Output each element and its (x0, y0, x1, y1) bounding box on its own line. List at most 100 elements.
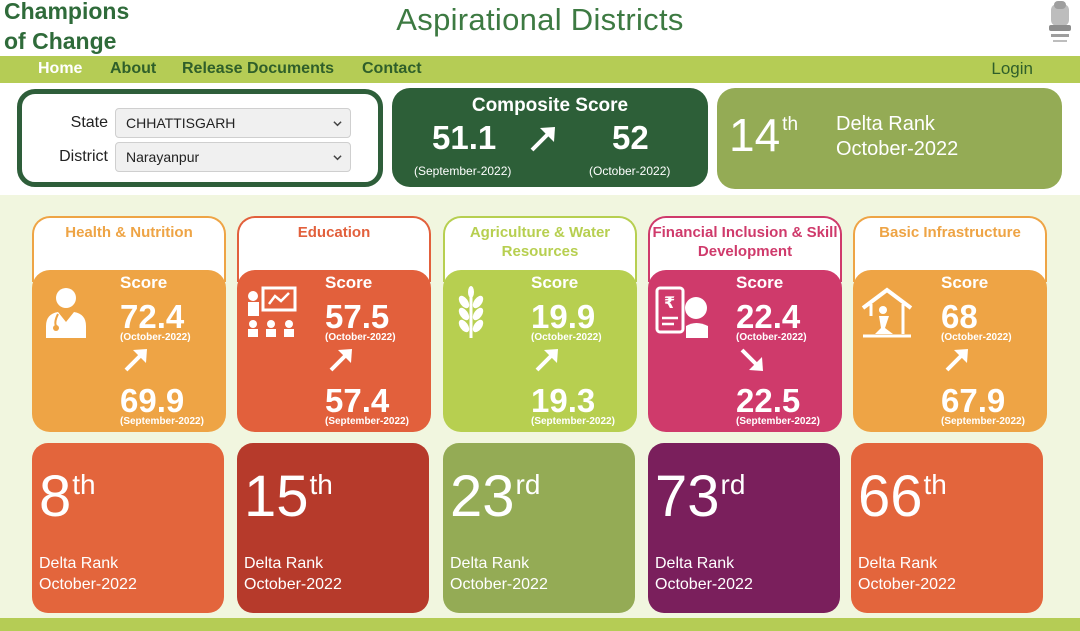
sector-score-body: Score 57.5 (October-2022) 57.4 (Septembe… (237, 270, 431, 432)
delta-rank-card-basic-infrastructure[interactable]: 66th Delta Rank October-2022 (851, 443, 1043, 613)
district-select[interactable]: Narayanpur (115, 142, 351, 172)
delta-rank-card-health-nutrition[interactable]: 8th Delta Rank October-2022 (32, 443, 224, 613)
rank-suffix: th (72, 469, 96, 500)
house-icon (861, 287, 913, 338)
classroom-icon (248, 286, 297, 337)
delta-rank-value: 23rd (450, 464, 541, 529)
october-period: (October-2022) (325, 332, 396, 343)
score-label: Score (531, 273, 579, 292)
nav-release-documents[interactable]: Release Documents (182, 60, 335, 77)
state-select-value: CHHATTISGARH (126, 115, 236, 131)
brand-logo-text[interactable]: Champions of Change (4, 0, 129, 56)
october-score: 19.9 (531, 298, 596, 335)
october-period: (October-2022) (941, 332, 1012, 343)
sector-card-financial-inclusion[interactable]: Financial Inclusion & Skill Development … (648, 216, 842, 432)
brand-line-1: Champions (4, 0, 130, 24)
september-score: 19.3 (531, 382, 596, 419)
october-score: 68 (941, 298, 978, 335)
delta-rank-period: October-2022 (244, 576, 342, 593)
brand-line-2: of Change (4, 28, 117, 54)
district-label: District (59, 148, 108, 165)
delta-rank-period: October-2022 (39, 576, 137, 593)
delta-rank-card-financial-inclusion[interactable]: 73rd Delta Rank October-2022 (648, 443, 840, 613)
chevron-down-icon (333, 155, 342, 161)
delta-rank-label: Delta Rank October-2022 (244, 555, 342, 593)
sector-card-basic-infrastructure[interactable]: Basic Infrastructure Score 68 (October-2… (853, 216, 1047, 432)
delta-rank-period: October-2022 (450, 576, 548, 593)
composite-score-title: Composite Score (471, 95, 629, 116)
october-score: 57.5 (325, 298, 390, 335)
september-score: 57.4 (325, 382, 390, 419)
composite-curr-period: (October-2022) (589, 164, 671, 178)
october-period: (October-2022) (736, 332, 807, 343)
sector-card-agriculture-water[interactable]: Agriculture & Water Resources Score 19.9… (443, 216, 637, 432)
delta-rank-label: Delta Rank October-2022 (450, 555, 548, 593)
september-period: (September-2022) (941, 416, 1025, 427)
delta-rank-value: 73rd (655, 464, 746, 529)
overall-delta-rank-period: October-2022 (836, 138, 959, 160)
score-label: Score (941, 273, 989, 292)
september-period: (September-2022) (120, 416, 204, 427)
trend-up-arrow-icon (530, 127, 555, 152)
delta-rank-label: Delta Rank October-2022 (39, 555, 137, 593)
composite-score-card: Composite Score 51.1 52 (September-2022)… (392, 88, 708, 187)
october-score: 72.4 (120, 298, 185, 335)
september-score: 69.9 (120, 382, 185, 419)
october-period: (October-2022) (120, 332, 191, 343)
state-label: State (70, 114, 108, 131)
september-score: 22.5 (736, 382, 801, 419)
rank-suffix: th (923, 469, 947, 500)
state-filter-row: State CHHATTISGARH (22, 108, 378, 138)
delta-rank-period: October-2022 (655, 576, 753, 593)
october-period: (October-2022) (531, 332, 602, 343)
september-score: 67.9 (941, 382, 1006, 419)
nav-login[interactable]: Login (991, 59, 1033, 78)
trend-up-arrow-icon (124, 349, 147, 372)
rank-suffix: th (782, 114, 799, 135)
national-emblem-icon (1049, 1, 1071, 42)
wheat-icon (458, 286, 484, 338)
composite-prev-period: (September-2022) (414, 164, 512, 178)
finance-icon: ₹ (655, 286, 708, 338)
delta-rank-value: 15th (244, 464, 333, 529)
sector-card-education[interactable]: Education Score 57.5 (October-2022) 57.4… (237, 216, 431, 432)
trend-down-arrow-icon (740, 348, 763, 371)
site-title: Aspirational Districts (396, 2, 684, 37)
nav-about[interactable]: About (110, 60, 157, 77)
delta-rank-period: October-2022 (858, 576, 956, 593)
score-label: Score (120, 273, 168, 292)
chevron-down-icon (333, 121, 342, 127)
score-label: Score (736, 273, 784, 292)
delta-rank-label: Delta Rank October-2022 (858, 555, 956, 593)
delta-rank-card-education[interactable]: 15th Delta Rank October-2022 (237, 443, 429, 613)
doctor-icon (46, 288, 86, 338)
svg-text:₹: ₹ (664, 293, 675, 312)
sector-card-health-nutrition[interactable]: Health & Nutrition Score 72.4 (October-2… (32, 216, 226, 432)
delta-rank-card-agriculture-water[interactable]: 23rd Delta Rank October-2022 (443, 443, 635, 613)
sector-score-body: Score 72.4 (October-2022) 69.9 (Septembe… (32, 270, 226, 432)
sector-score-body: Score 19.9 (October-2022) 19.3 (Septembe… (443, 270, 637, 432)
delta-rank-value: 8th (39, 464, 96, 529)
main-navbar: Home About Release Documents Contact Log… (0, 56, 1080, 83)
state-select[interactable]: CHHATTISGARH (115, 108, 351, 138)
district-filter-row: District Narayanpur (22, 142, 378, 172)
september-period: (September-2022) (531, 416, 615, 427)
footer-bar (0, 618, 1080, 631)
september-period: (September-2022) (736, 416, 820, 427)
september-period: (September-2022) (325, 416, 409, 427)
score-label: Score (325, 273, 373, 292)
location-filter-card: State CHHATTISGARH District Narayanpur (17, 89, 383, 187)
composite-prev-value: 51.1 (432, 119, 497, 156)
sector-score-body: ₹ Score 22.4 (October-2022) 22.5 (Septem… (648, 270, 842, 432)
rank-suffix: rd (720, 469, 746, 500)
overall-delta-rank-label: Delta Rank October-2022 (836, 113, 959, 160)
district-select-value: Narayanpur (126, 149, 200, 165)
october-score: 22.4 (736, 298, 801, 335)
trend-up-arrow-icon (535, 349, 558, 372)
nav-contact[interactable]: Contact (362, 60, 422, 77)
sector-score-body: Score 68 (October-2022) 67.9 (September-… (853, 270, 1047, 432)
trend-up-arrow-icon (329, 349, 352, 372)
nav-home[interactable]: Home (38, 60, 83, 77)
